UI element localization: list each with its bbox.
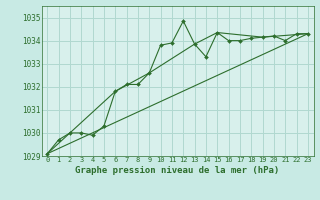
- X-axis label: Graphe pression niveau de la mer (hPa): Graphe pression niveau de la mer (hPa): [76, 166, 280, 175]
